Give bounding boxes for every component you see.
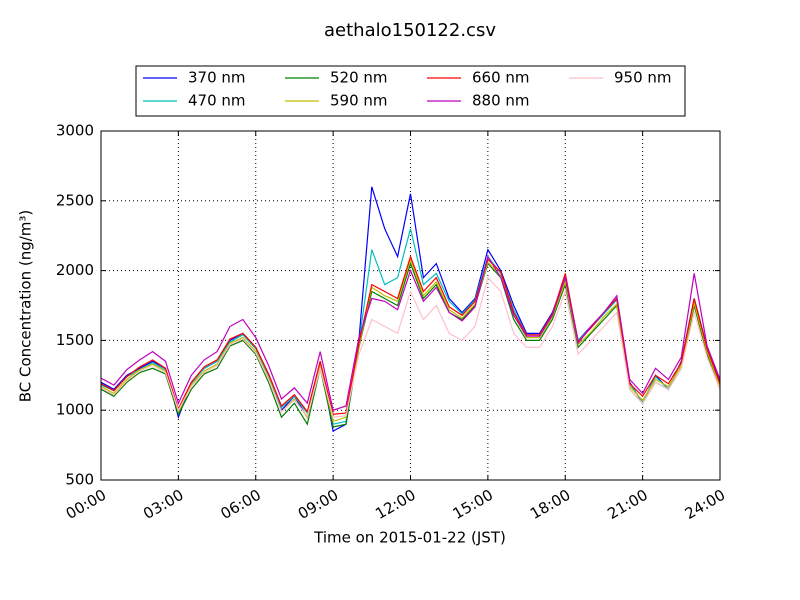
y-tick-label: 1000 [56,401,94,419]
legend-box [135,65,686,117]
series-line [100,276,721,418]
legend-label: 880 nm [472,92,530,110]
legend-label: 470 nm [188,92,246,110]
legend-label: 590 nm [330,92,388,110]
y-axis-label: BC Concentration (ng/m³) [17,210,35,403]
y-tick-label: 1500 [56,331,94,349]
series-line [100,255,721,411]
y-tick-label: 3000 [56,122,94,140]
x-axis-label: Time on 2015-01-22 (JST) [313,529,506,547]
chart-title: aethalo150122.csv [324,20,496,41]
legend-label: 370 nm [188,69,246,87]
legend-label: 660 nm [472,69,530,87]
y-tick-label: 2500 [56,191,94,209]
plot-frame [100,130,721,481]
legend-label: 950 nm [614,69,672,87]
legend-label: 520 nm [330,69,388,87]
y-tick-label: 500 [65,471,94,489]
series-line [100,257,721,423]
y-tick-label: 2000 [56,261,94,279]
